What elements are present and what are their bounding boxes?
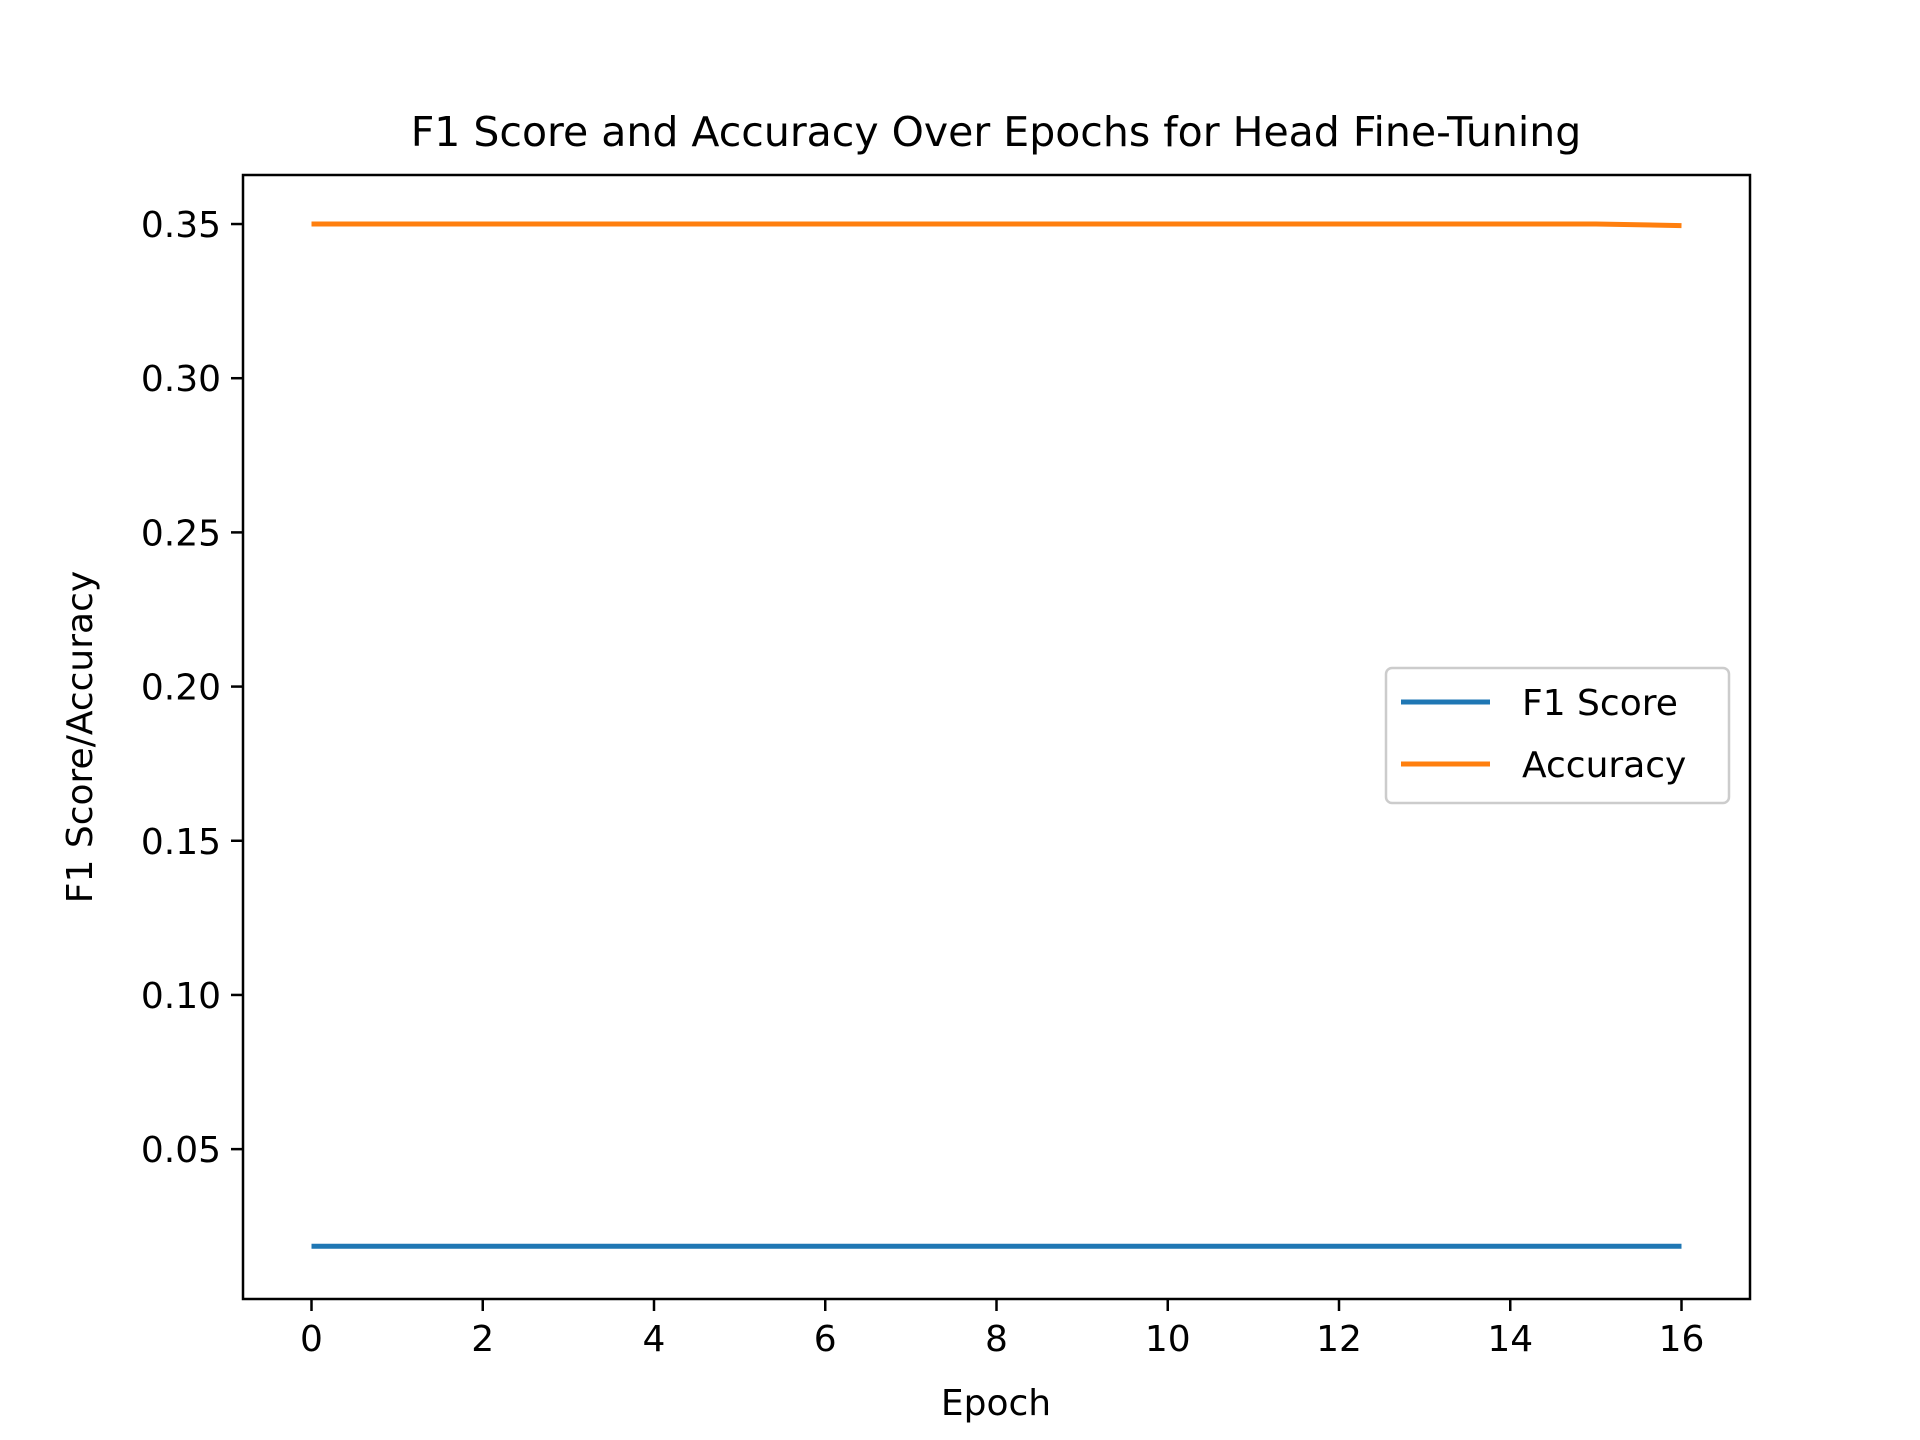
legend-label-f1-score: F1 Score (1522, 683, 1678, 724)
x-tick-label: 2 (471, 1319, 494, 1360)
y-tick-label: 0.30 (141, 359, 221, 400)
y-tick-label: 0.20 (141, 668, 221, 709)
x-tick-label: 12 (1316, 1319, 1362, 1360)
chart-title: F1 Score and Accuracy Over Epochs for He… (411, 108, 1582, 156)
y-tick-label: 0.35 (141, 205, 221, 246)
x-axis: 0 2 4 6 8 10 12 14 16 (300, 1299, 1704, 1360)
y-tick-label: 0.25 (141, 513, 221, 554)
y-tick-label: 0.10 (141, 976, 221, 1017)
x-axis-label: Epoch (941, 1383, 1051, 1424)
x-tick-label: 14 (1487, 1319, 1533, 1360)
x-tick-label: 16 (1659, 1319, 1705, 1360)
y-axis-label: F1 Score/Accuracy (60, 571, 101, 903)
legend: F1 Score Accuracy (1384, 666, 1731, 805)
x-tick-label: 0 (300, 1319, 323, 1360)
x-tick-label: 6 (814, 1319, 837, 1360)
x-tick-label: 10 (1145, 1319, 1191, 1360)
y-tick-label: 0.15 (141, 822, 221, 863)
legend-label-accuracy: Accuracy (1522, 745, 1686, 786)
y-axis: 0.05 0.10 0.15 0.20 0.25 0.30 0.35 (141, 205, 243, 1171)
series-layer (311, 221, 1682, 1249)
x-tick-label: 8 (985, 1319, 1008, 1360)
x-tick-label: 4 (643, 1319, 666, 1360)
y-tick-label: 0.05 (141, 1130, 221, 1171)
series-line-accuracy (311, 221, 1682, 229)
